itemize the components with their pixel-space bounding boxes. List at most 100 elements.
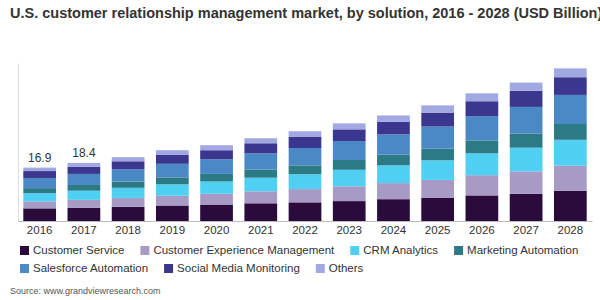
bar-segment xyxy=(510,133,543,147)
bar-segment xyxy=(333,201,366,221)
bar-segment xyxy=(112,169,145,181)
bar-segment xyxy=(200,150,233,159)
legend-item: Social Media Monitoring xyxy=(164,262,300,274)
bar-segment xyxy=(289,137,322,148)
bar-segment xyxy=(244,169,277,177)
bar-segment xyxy=(510,194,543,221)
total-label: 18.4 xyxy=(72,146,96,160)
bar-segment xyxy=(156,184,189,195)
bar-segment xyxy=(200,182,233,194)
y-axis xyxy=(18,64,19,222)
bar-segment xyxy=(554,191,587,221)
bar-segment xyxy=(68,200,101,208)
series-bars xyxy=(23,166,586,209)
bar-segment xyxy=(554,140,587,166)
bar-segment xyxy=(333,186,366,201)
bar-segment xyxy=(156,196,189,206)
bar-segment xyxy=(156,164,189,178)
x-tick-label: 2026 xyxy=(469,224,495,236)
bar-segment xyxy=(466,153,499,175)
bar-segment xyxy=(377,165,410,183)
bar-segment xyxy=(112,207,145,221)
bar-segment xyxy=(200,174,233,182)
bar-segment xyxy=(112,188,145,198)
x-tick: 2018 xyxy=(115,221,141,236)
bar-segment xyxy=(510,148,543,172)
total-labels: 16.918.4 xyxy=(28,146,96,165)
x-tick-label: 2028 xyxy=(558,224,584,236)
bar-segment xyxy=(289,148,322,165)
bar-segment xyxy=(244,178,277,192)
legend-label: Marketing Automation xyxy=(467,244,578,256)
bar-segment xyxy=(244,191,277,203)
x-tick-label: 2020 xyxy=(204,224,230,236)
bar-segment xyxy=(244,203,277,221)
bar-segment xyxy=(510,91,543,107)
x-tick: 2027 xyxy=(513,221,539,236)
legend: Customer ServiceCustomer Experience Mana… xyxy=(20,244,578,274)
bar-segment xyxy=(421,105,454,112)
x-axis: 2016201720182019202020212022202320242025… xyxy=(19,221,593,236)
series-bars xyxy=(23,68,586,171)
legend-swatch xyxy=(140,246,149,255)
legend-item: Customer Experience Management xyxy=(140,244,335,256)
bar-segment xyxy=(377,199,410,221)
bar-segment xyxy=(554,77,587,95)
bar-segment xyxy=(68,167,101,174)
series-bars xyxy=(23,95,586,188)
legend-label: CRM Analytics xyxy=(363,244,438,256)
bar-segment xyxy=(333,123,366,129)
bar-segment xyxy=(510,171,543,193)
bar-segment xyxy=(23,188,56,193)
x-tick: 2022 xyxy=(292,221,318,236)
bar-segment xyxy=(23,193,56,201)
bars xyxy=(23,68,586,221)
bar-segment xyxy=(554,68,587,77)
legend-label: Salesforce Automation xyxy=(33,262,148,274)
bar-segment xyxy=(156,206,189,221)
bar-segment xyxy=(68,185,101,191)
bar-segment xyxy=(466,116,499,140)
legend-label: Others xyxy=(329,262,364,274)
legend-item: Marketing Automation xyxy=(454,244,578,256)
bar-segment xyxy=(377,115,410,121)
legend-swatch xyxy=(20,264,29,273)
legend-swatch xyxy=(454,246,463,255)
bar-segment xyxy=(421,127,454,149)
bar-segment xyxy=(421,113,454,127)
bar-segment xyxy=(333,141,366,160)
x-tick-label: 2027 xyxy=(513,224,539,236)
legend-label: Customer Experience Management xyxy=(153,244,335,256)
bar-segment xyxy=(510,83,543,91)
bar-segment xyxy=(421,180,454,198)
legend-label: Social Media Monitoring xyxy=(177,262,300,274)
x-tick: 2021 xyxy=(248,221,274,236)
bar-segment xyxy=(289,131,322,137)
legend-swatch xyxy=(164,264,173,273)
bar-segment xyxy=(377,155,410,166)
bar-segment xyxy=(421,149,454,161)
bar-segment xyxy=(112,157,145,161)
bar-segment xyxy=(333,129,366,141)
x-tick: 2023 xyxy=(336,221,362,236)
legend-item: Others xyxy=(316,262,364,274)
bar-segment xyxy=(466,140,499,153)
bar-segment xyxy=(244,153,277,169)
bar-segment xyxy=(68,191,101,200)
x-tick-label: 2023 xyxy=(336,224,362,236)
bar-segment xyxy=(112,161,145,169)
legend-swatch xyxy=(350,246,359,255)
bar-segment xyxy=(377,183,410,199)
bar-segment xyxy=(377,134,410,154)
bar-segment xyxy=(23,171,56,178)
bar-segment xyxy=(554,124,587,140)
bar-segment xyxy=(23,168,56,171)
bar-segment xyxy=(156,155,189,164)
bar-segment xyxy=(200,205,233,221)
legend-item: Salesforce Automation xyxy=(20,262,148,274)
chart: U.S. customer relationship management ma… xyxy=(0,0,600,300)
bar-segment xyxy=(68,208,101,221)
x-tick: 2026 xyxy=(469,221,495,236)
bar-segment xyxy=(23,208,56,221)
bar-segment xyxy=(112,182,145,188)
